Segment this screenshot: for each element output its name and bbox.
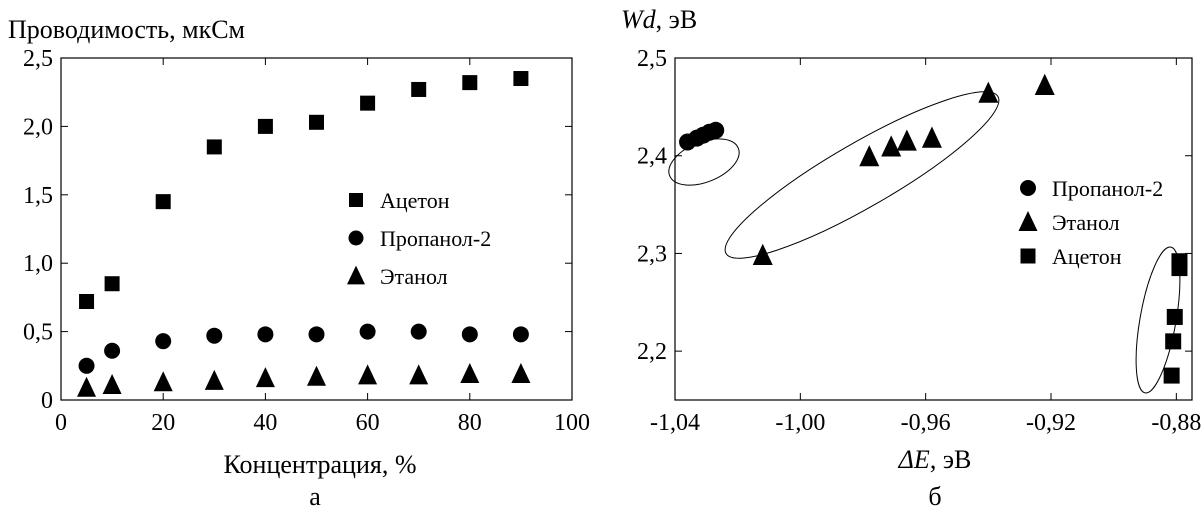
chart-a-y-tick-label: 0,5 — [23, 320, 53, 346]
chart-a-point-triangle — [153, 371, 173, 392]
chart-b-points — [679, 73, 1188, 384]
chart-a-y-tick-label: 0 — [41, 388, 53, 414]
chart-a-plot-frame — [60, 57, 573, 401]
chart-b-legend-label: Этанол — [1052, 210, 1120, 235]
chart-a-legend-label: Этанол — [380, 264, 448, 289]
chart-a-point-square — [257, 118, 273, 134]
chart-b-point-triangle — [1034, 73, 1055, 95]
chart-b-tick-labels: -1,04 -1,00 -0,96 -0,92 -0,88 2,2 2,3 2,4 2,5 — [637, 46, 1201, 436]
chart-a-point-circle — [155, 333, 172, 350]
chart-b-xlabel: ΔE, эВ — [898, 445, 972, 474]
chart-a-x-tick-label: 100 — [554, 410, 590, 436]
chart-a-x-tick-label: 60 — [356, 410, 380, 436]
chart-a-point-square — [513, 71, 529, 87]
chart-b-legend-marker-triangle — [1018, 211, 1038, 231]
chart-b-point-square — [1165, 333, 1182, 350]
chart-a-panel-label: а — [309, 482, 321, 511]
chart-a-point-circle — [206, 327, 223, 344]
chart-b-ticks — [674, 57, 1192, 400]
chart-b-point-triangle — [978, 81, 999, 103]
chart-b-xlabel-var: ΔE — [898, 445, 930, 474]
chart-a-point-circle — [410, 323, 427, 340]
chart-a-point-triangle — [358, 364, 378, 385]
chart-b-point-circle — [707, 121, 725, 139]
chart-a-legend-label: Ацетон — [380, 188, 450, 213]
chart-b-point-square — [1163, 367, 1180, 384]
chart-b-y-tick-label: 2,5 — [637, 46, 667, 72]
chart-b-ylabel-var: Wd — [621, 5, 657, 34]
chart-b-point-square — [1166, 308, 1183, 325]
chart-a-point-square — [206, 139, 222, 155]
chart-b-y-tick-label: 2,2 — [637, 339, 667, 365]
chart-panel-a: Проводимость, мкСм 0 20 40 60 80 100 0 0,5 1,0 1,… — [8, 15, 590, 511]
chart-a-point-circle — [461, 326, 478, 343]
chart-b-x-tick-label: -0,88 — [1151, 410, 1201, 436]
chart-b-point-triangle — [896, 129, 917, 151]
chart-a-point-triangle — [460, 363, 480, 384]
chart-a-point-circle — [359, 323, 376, 340]
chart-a-point-square — [462, 75, 478, 91]
chart-b-point-triangle — [921, 126, 942, 148]
chart-b-ylabel-unit: , эВ — [656, 5, 698, 34]
chart-a-point-triangle — [511, 363, 531, 384]
chart-a-point-circle — [308, 326, 325, 343]
chart-a-legend: Ацетон Пропанол-2 Этанол — [347, 188, 491, 289]
chart-a-point-circle — [78, 357, 95, 374]
chart-b-y-tick-label: 2,4 — [637, 144, 667, 170]
chart-a-point-circle — [104, 342, 121, 359]
chart-a-point-triangle — [102, 373, 122, 394]
chart-a-ticks — [60, 57, 573, 401]
chart-a-point-triangle — [204, 369, 224, 390]
chart-b-point-triangle — [859, 145, 880, 167]
chart-a-point-triangle — [409, 364, 429, 385]
chart-a-point-square — [411, 81, 427, 97]
chart-a-x-tick-label: 80 — [458, 410, 482, 436]
chart-b-legend-label: Ацетон — [1052, 244, 1122, 269]
chart-a-legend-marker-square — [349, 193, 363, 207]
chart-a-point-square — [155, 194, 171, 210]
chart-a-legend-label: Пропанол-2 — [380, 226, 491, 251]
chart-a-points — [77, 71, 531, 397]
chart-a-x-tick-label: 40 — [253, 410, 277, 436]
chart-a-y-tick-label: 1,0 — [23, 251, 53, 277]
chart-a-y-tick-label: 1,5 — [23, 183, 53, 209]
chart-b-legend: Пропанол-2 Этанол Ацетон — [1018, 176, 1163, 269]
chart-a-point-square — [309, 114, 324, 130]
chart-a-point-square — [360, 95, 376, 111]
chart-b-x-tick-label: -1,00 — [775, 410, 825, 436]
chart-panel-b: Wd, эВ -1,04 -1,00 -0,96 -0,92 -0,882,22,32,… — [621, 5, 1201, 511]
chart-a-point-square — [79, 294, 95, 310]
chart-b-x-tick-label: -0,96 — [901, 410, 951, 436]
chart-b-legend-marker-circle — [1020, 180, 1036, 196]
chart-a-x-tick-label: 20 — [151, 410, 175, 436]
chart-a-ylabel: Проводимость, мкСм — [8, 15, 245, 44]
chart-a-point-triangle — [255, 367, 275, 388]
chart-b-x-tick-label: -1,04 — [650, 410, 700, 436]
chart-b-y-tick-label: 2,3 — [637, 241, 667, 267]
chart-a-point-triangle — [307, 365, 326, 386]
chart-b-point-triangle — [752, 243, 773, 265]
chart-b-plot-frame — [674, 57, 1193, 401]
chart-b-xlabel-unit: , эВ — [930, 445, 972, 474]
chart-b-legend-marker-square — [1020, 248, 1036, 264]
chart-a-tick-labels: 0 20 40 60 80 100 0 0,5 1,0 1,5 2,0 2,5 — [23, 46, 590, 436]
ellipse-group-ethanol — [724, 91, 1000, 259]
chart-a-x-tick-label: 0 — [55, 410, 67, 436]
chart-b-ylabel: Wd, эВ — [621, 5, 697, 34]
chart-a-point-triangle — [77, 376, 97, 397]
chart-b-x-tick-label: -0,92 — [1026, 410, 1076, 436]
chart-a-legend-marker-triangle — [347, 265, 365, 285]
chart-b-panel-label: б — [928, 482, 941, 511]
chart-b-point-square — [1171, 260, 1188, 277]
chart-a-point-circle — [512, 326, 529, 343]
chart-a-xlabel: Концентрация, % — [224, 450, 417, 479]
chart-b-point-triangle — [881, 135, 902, 157]
chart-a-point-square — [104, 276, 120, 292]
chart-a-point-circle — [257, 326, 274, 343]
chart-a-y-tick-label: 2,0 — [23, 114, 53, 140]
chart-a-y-tick-label: 2,5 — [23, 46, 53, 72]
chart-a-legend-marker-circle — [348, 230, 364, 246]
chart-b-legend-label: Пропанол-2 — [1052, 176, 1163, 201]
